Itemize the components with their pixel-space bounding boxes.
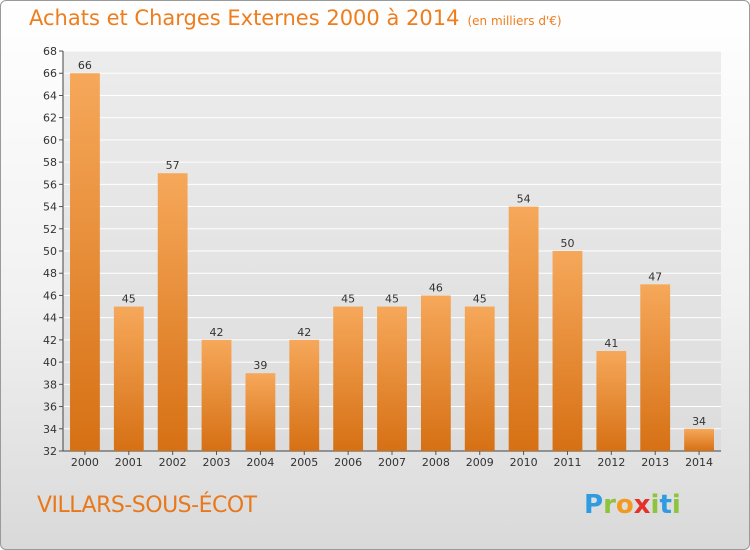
x-tick-label: 2004	[246, 456, 274, 469]
bar	[684, 428, 714, 451]
bar	[640, 284, 671, 451]
y-tick-label: 54	[43, 201, 57, 214]
y-tick-label: 50	[43, 245, 57, 258]
data-label: 66	[78, 59, 92, 72]
chart-subtitle: (en milliers d'€)	[467, 14, 562, 28]
logo-letter: o	[615, 490, 634, 520]
data-label: 39	[253, 359, 267, 372]
data-label: 54	[517, 193, 531, 206]
y-tick-label: 64	[43, 89, 57, 102]
data-label: 41	[604, 337, 618, 350]
logo-letter: i	[671, 490, 681, 520]
y-tick-label: 58	[43, 156, 57, 169]
x-tick-label: 2007	[378, 456, 406, 469]
bar	[157, 173, 188, 451]
x-tick-label: 2006	[334, 456, 362, 469]
y-tick-label: 60	[43, 134, 57, 147]
x-tick-label: 2001	[115, 456, 143, 469]
data-label: 45	[385, 293, 399, 306]
y-tick-label: 52	[43, 223, 57, 236]
bar	[464, 306, 495, 451]
logo-letter: i	[650, 490, 660, 520]
y-tick-label: 40	[43, 356, 57, 369]
bar	[552, 251, 583, 451]
logo-letter: x	[633, 490, 651, 520]
bar	[596, 351, 627, 451]
chart-title: Achats et Charges Externes 2000 à 2014 (e…	[29, 6, 562, 30]
y-tick-label: 34	[43, 423, 57, 436]
data-label: 34	[692, 415, 706, 428]
data-label: 47	[648, 270, 662, 283]
data-label: 45	[341, 293, 355, 306]
y-tick-label: 36	[43, 401, 57, 414]
data-label: 45	[473, 293, 487, 306]
y-tick-label: 62	[43, 112, 57, 125]
bar	[420, 295, 451, 451]
data-label: 45	[122, 293, 136, 306]
y-tick-label: 66	[43, 67, 57, 80]
y-tick-label: 42	[43, 334, 57, 347]
x-tick-label: 2008	[422, 456, 450, 469]
proxiti-logo: Proxiti	[584, 490, 681, 520]
x-tick-label: 2002	[159, 456, 187, 469]
data-label: 46	[429, 281, 443, 294]
x-tick-label: 2011	[553, 456, 581, 469]
data-label: 50	[560, 237, 574, 250]
y-tick-label: 56	[43, 178, 57, 191]
y-tick-label: 48	[43, 267, 57, 280]
x-tick-label: 2003	[203, 456, 231, 469]
logo-letter: r	[603, 490, 616, 520]
town-name: VILLARS-SOUS-ÉCOT	[37, 493, 257, 518]
x-tick-label: 2005	[290, 456, 318, 469]
bar	[201, 339, 232, 451]
y-tick-label: 32	[43, 445, 57, 458]
x-tick-label: 2009	[466, 456, 494, 469]
y-tick-label: 46	[43, 289, 57, 302]
x-tick-label: 2013	[641, 456, 669, 469]
bar	[70, 73, 100, 451]
y-tick-label: 38	[43, 378, 57, 391]
chart-title-text: Achats et Charges Externes 2000 à 2014	[29, 6, 460, 30]
x-tick-label: 2010	[510, 456, 538, 469]
x-tick-label: 2012	[597, 456, 625, 469]
bar	[333, 306, 364, 451]
x-tick-label: 2014	[685, 456, 713, 469]
data-label: 42	[297, 326, 311, 339]
bar	[377, 306, 407, 451]
y-tick-label: 44	[43, 312, 57, 325]
data-label: 42	[210, 326, 224, 339]
logo-letter: t	[659, 490, 672, 520]
data-label: 57	[166, 159, 180, 172]
bar	[113, 306, 144, 451]
bar	[508, 206, 539, 451]
y-tick-label: 68	[43, 45, 57, 58]
logo-letter: P	[584, 490, 604, 520]
bar	[289, 339, 320, 451]
x-tick-label: 2000	[71, 456, 99, 469]
bar	[245, 373, 276, 451]
